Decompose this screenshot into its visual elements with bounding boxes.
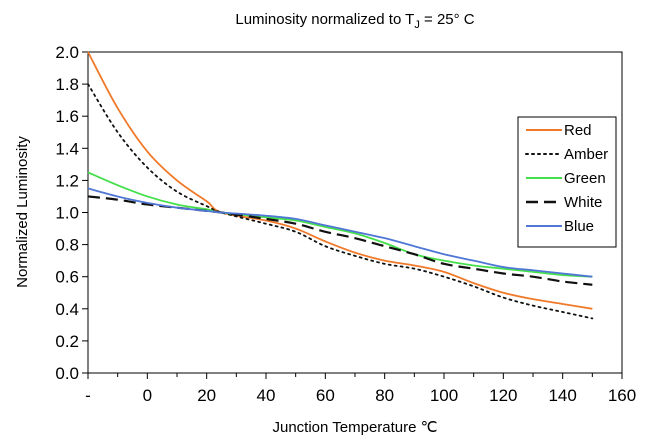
x-tick-label: 20 (197, 386, 216, 405)
x-tick-label: 140 (548, 386, 576, 405)
y-tick-label: 0.6 (55, 268, 79, 287)
x-axis-ticks: - 0 20 40 60 80 100 120 140 160 (85, 373, 636, 405)
y-axis-ticks: 0.0 0.2 0.4 0.6 0.8 1.0 1.2 1.4 1.6 1.8 2.0 (55, 43, 88, 383)
legend-box (517, 116, 617, 248)
legend-label-white: White (564, 194, 602, 211)
series-line-amber (87, 83, 594, 320)
series-line-blue (87, 187, 593, 278)
y-tick-label: 0.2 (55, 332, 79, 351)
chart-title: Luminosity normalized to TJ = 25° C (235, 11, 474, 31)
x-tick-label: 120 (489, 386, 517, 405)
x-tick-label: 160 (608, 386, 636, 405)
chart-title-main: Luminosity normalized to T (235, 11, 414, 28)
y-tick-label: 0.4 (55, 300, 79, 319)
y-tick-label: 1.2 (55, 171, 79, 190)
x-tick-label: 80 (375, 386, 394, 405)
y-tick-label: 1.6 (55, 107, 79, 126)
legend-label-green: Green (564, 170, 606, 187)
series-line-white (87, 195, 593, 286)
x-tick-label: 60 (316, 386, 335, 405)
x-tick-label: 100 (430, 386, 458, 405)
x-tick-label: 0 (143, 386, 152, 405)
y-tick-label: 1.8 (55, 75, 79, 94)
y-tick-label: 1.4 (55, 139, 79, 158)
chart-title-tail: = 25° C (420, 11, 475, 28)
chart-title-subscript: J (414, 19, 420, 31)
legend-label-blue: Blue (564, 218, 594, 235)
series-lines (87, 51, 594, 320)
y-axis-title: Normalized Luminosity (14, 136, 31, 288)
legend-label-red: Red (564, 122, 592, 139)
x-tick-label: - (85, 386, 91, 405)
legend: Red Amber Green White Blue (517, 116, 617, 248)
x-tick-label: 40 (257, 386, 276, 405)
y-tick-label: 0.8 (55, 236, 79, 255)
series-line-green (87, 171, 593, 278)
x-axis-title: Junction Temperature ℃ (273, 419, 438, 436)
legend-label-amber: Amber (564, 146, 608, 163)
y-tick-label: 2.0 (55, 43, 79, 62)
series-line-red (87, 51, 593, 310)
y-tick-label: 0.0 (55, 364, 79, 383)
y-tick-label: 1.0 (55, 204, 79, 223)
